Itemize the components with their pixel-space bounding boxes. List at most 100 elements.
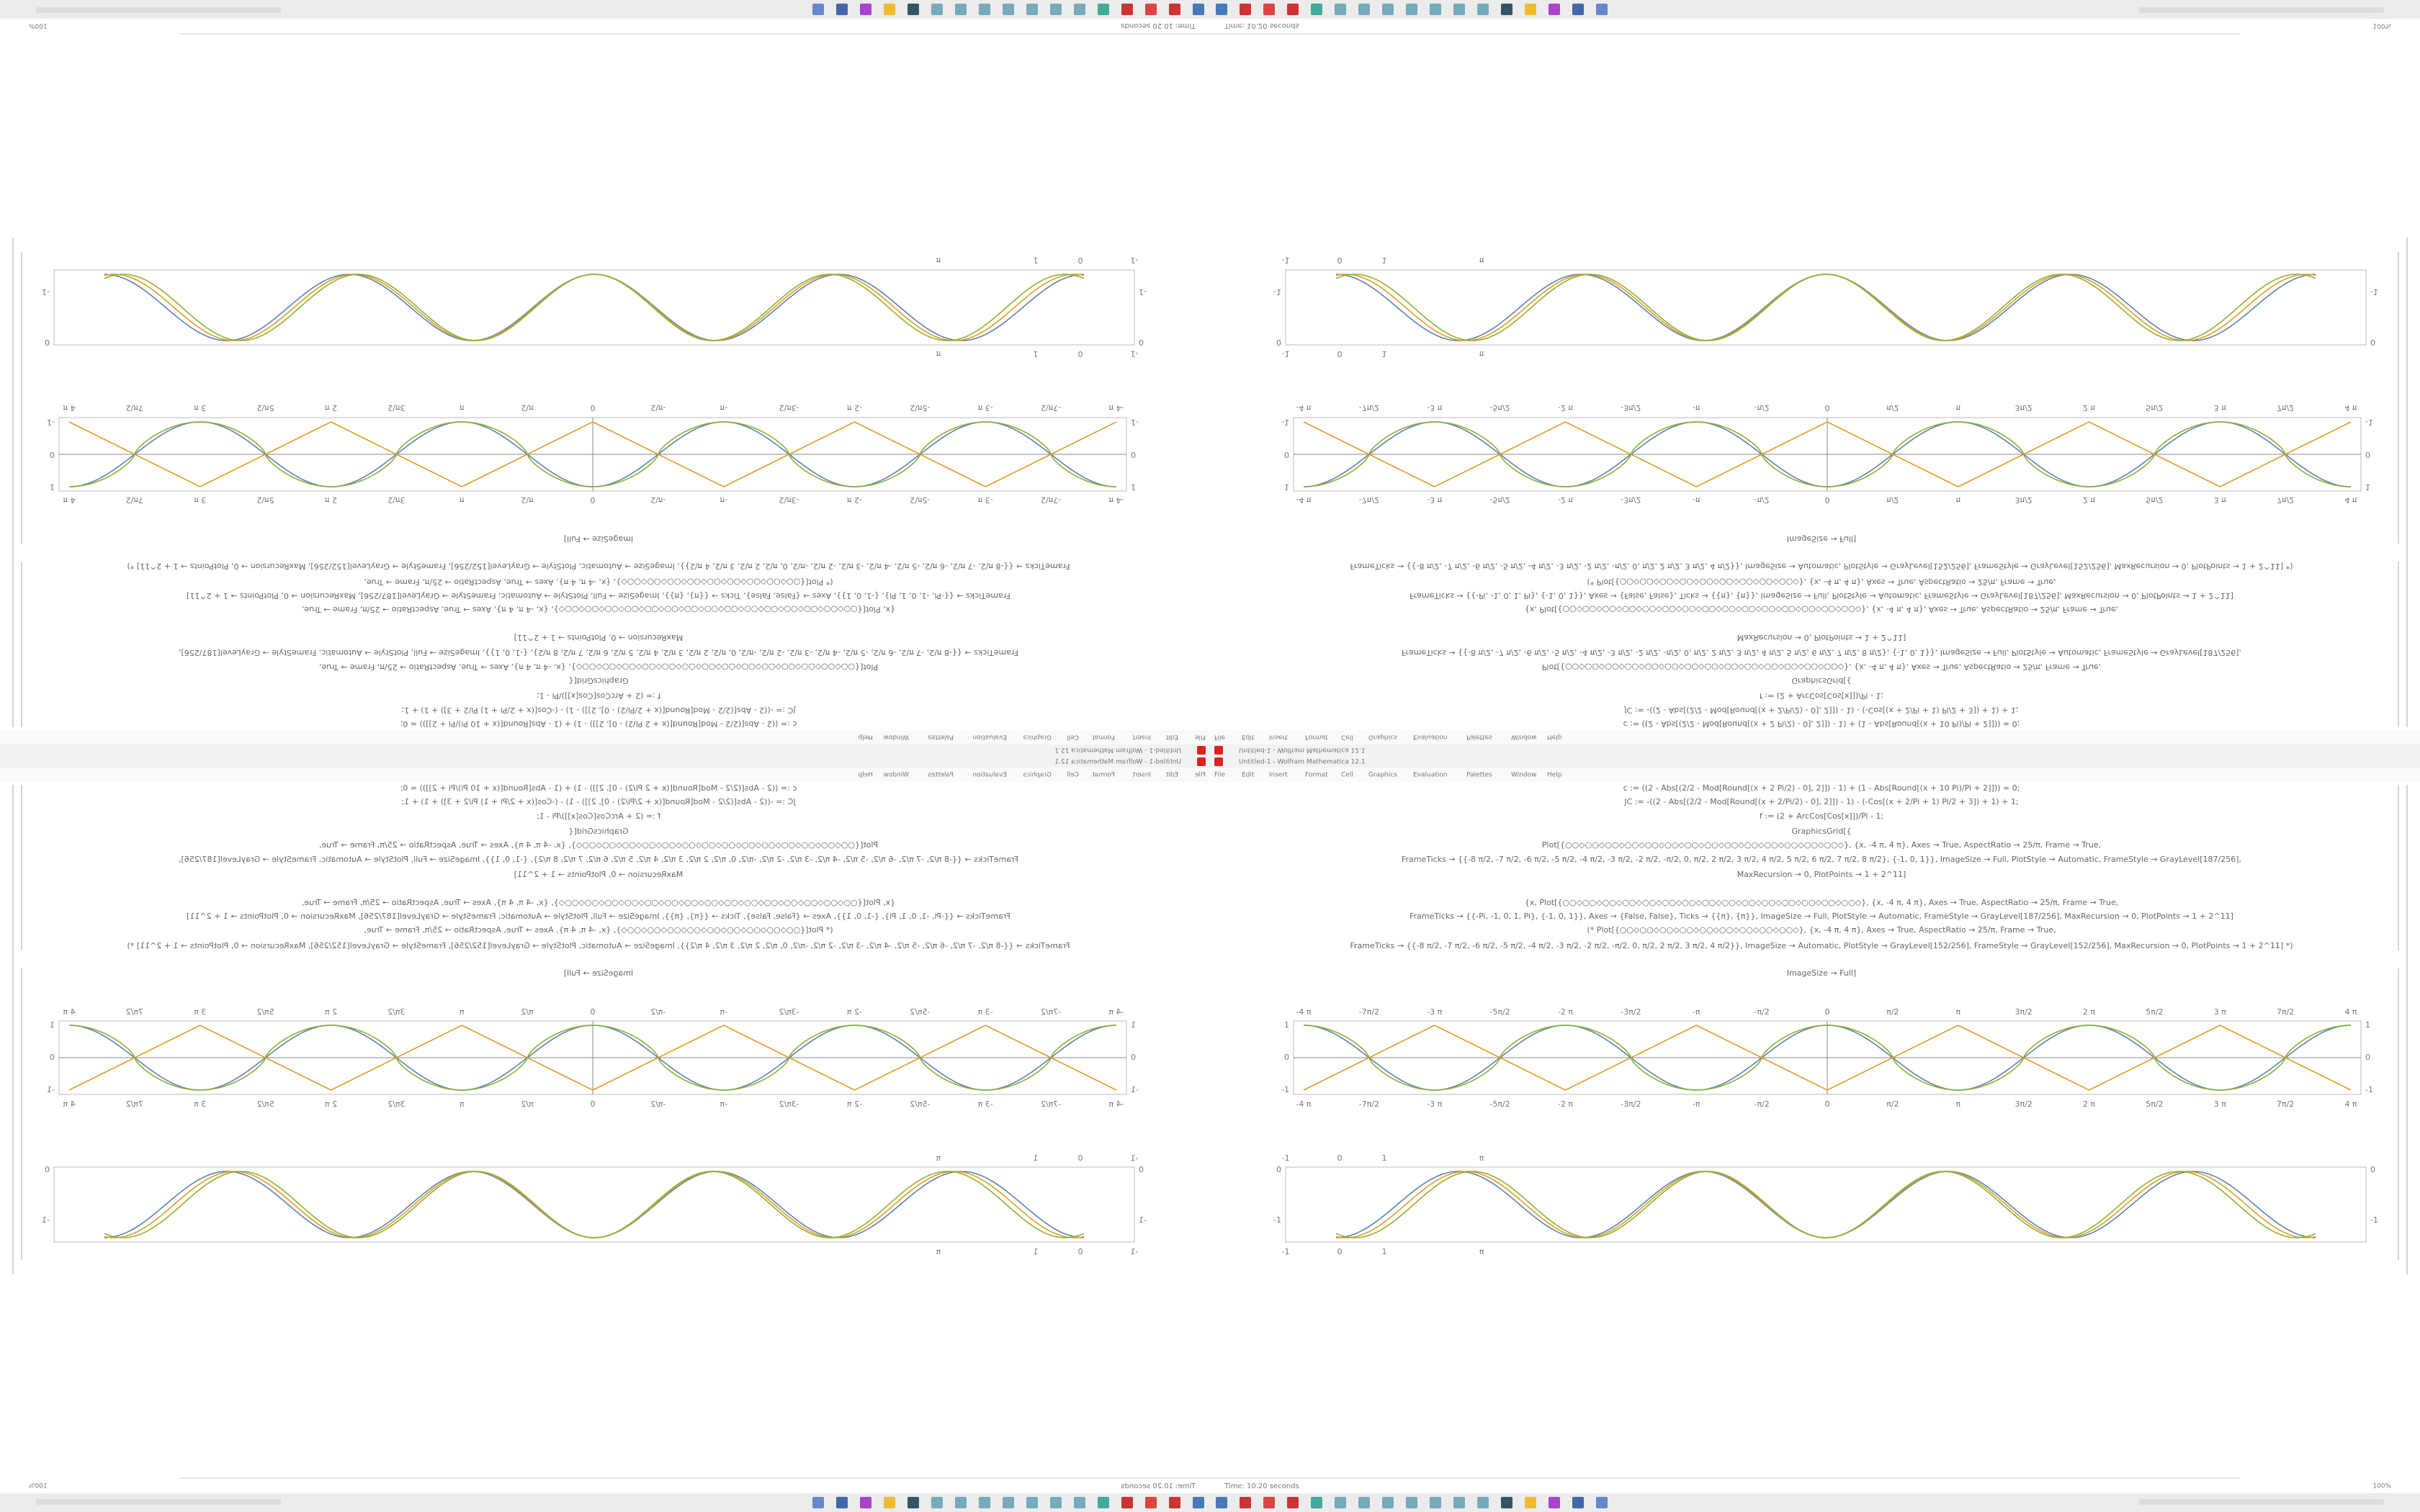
taskbar-icon[interactable] (1193, 4, 1204, 15)
taskbar-icon[interactable] (908, 1497, 919, 1508)
taskbar-icon[interactable] (836, 1497, 848, 1508)
menu-item[interactable]: Palettes (1466, 772, 1492, 779)
taskbar-icon[interactable] (1430, 1497, 1441, 1508)
taskbar-icon[interactable] (836, 4, 848, 15)
menu-item[interactable]: Evaluation (973, 734, 1008, 741)
menu-item[interactable]: File (1214, 734, 1226, 741)
taskbar-icon[interactable] (1003, 4, 1014, 15)
taskbar-icon[interactable] (1287, 4, 1299, 15)
taskbar-icon[interactable] (1003, 1497, 1014, 1508)
taskbar-icon[interactable] (1382, 1497, 1394, 1508)
taskbar-icon[interactable] (955, 4, 967, 15)
taskbar-icon[interactable] (1074, 1497, 1085, 1508)
menu-item[interactable]: Palettes (928, 772, 954, 779)
taskbar-icon[interactable] (1453, 1497, 1465, 1508)
menu-item[interactable]: Edit (1165, 772, 1178, 779)
taskbar-icon[interactable] (1382, 4, 1394, 15)
menu-item[interactable]: Graphics (1368, 772, 1397, 779)
taskbar-icon[interactable] (1525, 4, 1536, 15)
taskbar-icon[interactable] (860, 1497, 871, 1508)
taskbar-icon[interactable] (931, 1497, 943, 1508)
menu-item[interactable]: Insert (1269, 772, 1288, 779)
taskbar-icon[interactable] (1501, 4, 1512, 15)
menu-item[interactable]: Help (858, 734, 873, 741)
taskbar-icon[interactable] (1287, 1497, 1299, 1508)
taskbar-icon[interactable] (1477, 1497, 1489, 1508)
menu-item[interactable]: Format (1305, 772, 1328, 779)
taskbar-icon[interactable] (1572, 1497, 1584, 1508)
taskbar-icon[interactable] (1240, 4, 1251, 15)
menu-item[interactable]: Help (858, 772, 873, 779)
menu-item[interactable]: Evaluation (1413, 772, 1448, 779)
taskbar-icon[interactable] (1549, 1497, 1560, 1508)
taskbar-icon[interactable] (1026, 4, 1038, 15)
menu-item[interactable]: Palettes (928, 734, 954, 741)
taskbar-icon[interactable] (1263, 1497, 1275, 1508)
menu-item[interactable]: Evaluation (973, 772, 1008, 779)
taskbar-icon[interactable] (884, 1497, 895, 1508)
menu-item[interactable]: Window (1511, 734, 1537, 741)
taskbar-icon[interactable] (1311, 4, 1322, 15)
taskbar-icon[interactable] (1430, 4, 1441, 15)
taskbar-icon[interactable] (1216, 4, 1227, 15)
menu-item[interactable]: File (1194, 772, 1206, 779)
menu-item[interactable]: Graphics (1023, 772, 1052, 779)
menu-item[interactable]: Edit (1242, 772, 1255, 779)
taskbar-icon[interactable] (860, 4, 871, 15)
menu-item[interactable]: File (1214, 772, 1226, 779)
taskbar-icon[interactable] (1169, 4, 1180, 15)
taskbar-icon[interactable] (1145, 1497, 1157, 1508)
menu-item[interactable]: Window (884, 734, 910, 741)
taskbar-icon[interactable] (908, 4, 919, 15)
menu-item[interactable]: File (1194, 734, 1206, 741)
taskbar-icon[interactable] (1335, 1497, 1346, 1508)
menu-item[interactable]: Help (1547, 734, 1562, 741)
taskbar-icon[interactable] (955, 1497, 967, 1508)
menu-item[interactable]: Help (1547, 772, 1562, 779)
taskbar-icon[interactable] (1121, 4, 1133, 15)
taskbar-icon[interactable] (884, 4, 895, 15)
menu-item[interactable]: Cell (1341, 734, 1353, 741)
menu-item[interactable]: Cell (1067, 772, 1079, 779)
taskbar-icon[interactable] (1121, 1497, 1133, 1508)
taskbar-icon[interactable] (1240, 1497, 1251, 1508)
taskbar-icon[interactable] (1098, 4, 1109, 15)
menu-item[interactable]: Graphics (1023, 734, 1052, 741)
menu-item[interactable]: Cell (1341, 772, 1353, 779)
taskbar-icon[interactable] (1596, 4, 1608, 15)
taskbar-icon[interactable] (812, 1497, 824, 1508)
menu-item[interactable]: Window (1511, 772, 1537, 779)
taskbar-icon[interactable] (1525, 1497, 1536, 1508)
taskbar-icon[interactable] (1596, 1497, 1608, 1508)
menu-item[interactable]: Edit (1165, 734, 1178, 741)
taskbar-icon[interactable] (1193, 1497, 1204, 1508)
taskbar-icon[interactable] (1026, 1497, 1038, 1508)
menu-item[interactable]: Insert (1269, 734, 1288, 741)
taskbar-icon[interactable] (1501, 1497, 1512, 1508)
menu-item[interactable]: Palettes (1466, 734, 1492, 741)
taskbar-icon[interactable] (1216, 1497, 1227, 1508)
taskbar-icon[interactable] (1263, 4, 1275, 15)
taskbar-icon[interactable] (1169, 1497, 1180, 1508)
menu-item[interactable]: Format (1092, 772, 1115, 779)
taskbar-icon[interactable] (1050, 4, 1062, 15)
taskbar-icon[interactable] (1358, 4, 1370, 15)
taskbar-icon[interactable] (1477, 4, 1489, 15)
menu-item[interactable]: Edit (1242, 734, 1255, 741)
menu-item[interactable]: Evaluation (1413, 734, 1448, 741)
menu-item[interactable]: Format (1092, 734, 1115, 741)
taskbar-icon[interactable] (1453, 4, 1465, 15)
taskbar-icon[interactable] (1311, 1497, 1322, 1508)
taskbar-icon[interactable] (979, 4, 990, 15)
taskbar-icon[interactable] (1572, 4, 1584, 15)
menu-item[interactable]: Window (884, 772, 910, 779)
taskbar-icon[interactable] (1549, 4, 1560, 15)
menu-item[interactable]: Insert (1132, 772, 1151, 779)
taskbar-icon[interactable] (1098, 1497, 1109, 1508)
menu-item[interactable]: Cell (1067, 734, 1079, 741)
taskbar-icon[interactable] (812, 4, 824, 15)
taskbar-icon[interactable] (931, 4, 943, 15)
taskbar-icon[interactable] (1050, 1497, 1062, 1508)
taskbar-icon[interactable] (1406, 1497, 1417, 1508)
taskbar-icon[interactable] (1145, 4, 1157, 15)
